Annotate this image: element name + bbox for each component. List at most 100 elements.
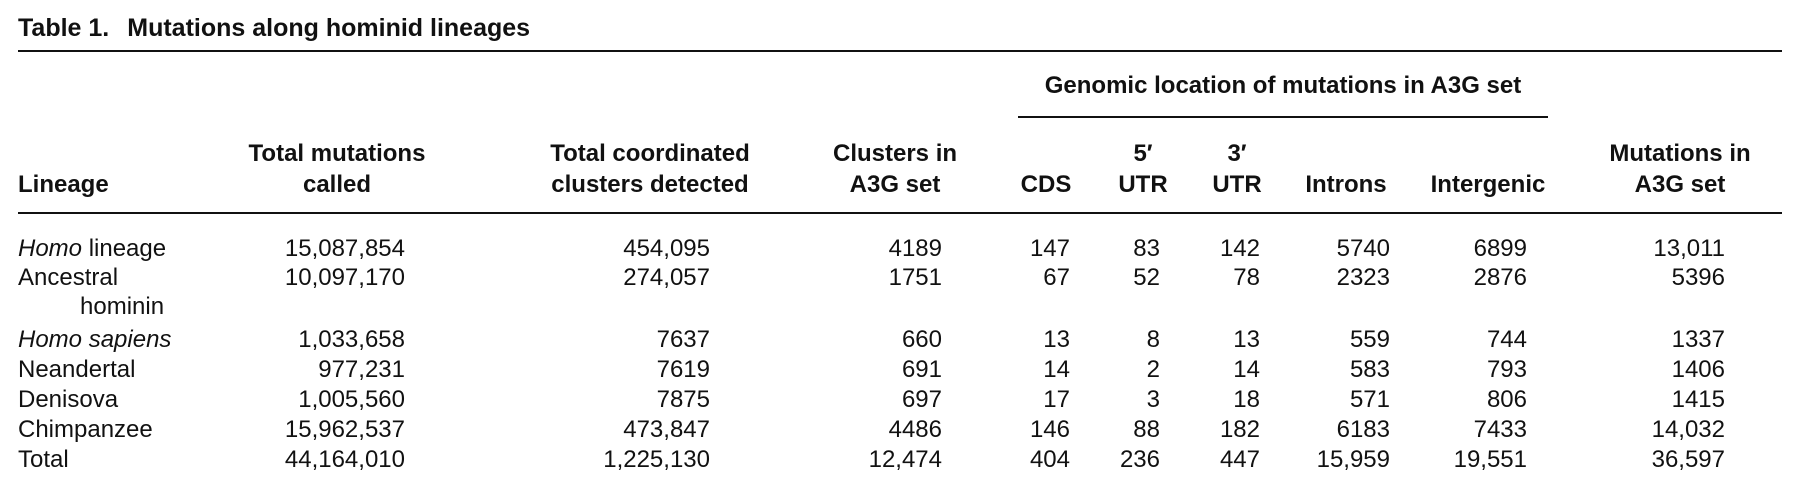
lineage-text: Chimpanzee: [18, 416, 153, 443]
table-row: Chimpanzee 15,962,537 473,847 4486 146 8…: [0, 415, 1800, 444]
header-clusters-a3g: Clusters in A3G set: [815, 138, 975, 200]
lineage-text: Ancestral: [18, 264, 119, 291]
table-number: Table 1.: [18, 14, 110, 42]
cell-clusters-a3g: 12,474: [868, 446, 942, 473]
cell-intergenic: 7433: [1473, 416, 1527, 443]
cell-total-clusters: 473,847: [623, 416, 710, 443]
header-3utr: 3′ UTR: [1202, 138, 1272, 200]
table-row: Ancestral hominin 10,097,170 274,057 1751…: [0, 263, 1800, 321]
cell-mutations-a3g: 1406: [1671, 356, 1725, 383]
cell-mutations-a3g: 13,011: [1653, 235, 1725, 262]
cell-intergenic: 793: [1486, 356, 1527, 383]
header-total-clusters-line1: Total coordinated: [550, 140, 750, 167]
cell-cds: 17: [1043, 386, 1070, 413]
cell-cds: 404: [1029, 446, 1070, 473]
span-header-rule: [1018, 116, 1548, 118]
cell-clusters-a3g: 691: [901, 356, 942, 383]
cell-total-mutations: 977,231: [318, 356, 405, 383]
table-row: Homo lineage 15,087,854 454,095 4189 147…: [0, 234, 1800, 263]
cell-mutations-a3g: 5396: [1671, 264, 1725, 291]
cell-introns: 559: [1349, 326, 1390, 353]
row-lineage: Neandertal: [18, 355, 135, 384]
cell-intergenic: 2876: [1473, 264, 1527, 291]
cell-cds: 147: [1029, 235, 1070, 262]
cell-3utr: 14: [1233, 356, 1260, 383]
header-mutations-a3g-line1: Mutations in: [1609, 140, 1751, 167]
cell-clusters-a3g: 4486: [888, 416, 942, 443]
cell-5utr: 83: [1133, 235, 1160, 262]
header-rule: [18, 212, 1782, 214]
header-mutations-a3g-line2: A3G set: [1634, 171, 1726, 198]
cell-intergenic: 744: [1486, 326, 1527, 353]
cell-intergenic: 6899: [1473, 235, 1527, 262]
cell-total-clusters: 274,057: [623, 264, 710, 291]
cell-total-clusters: 454,095: [623, 235, 710, 262]
cell-clusters-a3g: 1751: [888, 264, 942, 291]
cell-intergenic: 19,551: [1453, 446, 1527, 473]
row-lineage: Homo lineage: [18, 234, 166, 263]
cell-5utr: 52: [1133, 264, 1160, 291]
lineage-text: Total: [18, 446, 69, 473]
header-3utr-line2: UTR: [1212, 171, 1262, 198]
header-total-clusters-line2: clusters detected: [551, 171, 749, 198]
cell-5utr: 88: [1133, 416, 1160, 443]
lineage-italic: Homo: [18, 235, 83, 262]
table-caption: Table 1. Mutations along hominid lineages: [18, 14, 530, 43]
header-5utr: 5′ UTR: [1108, 138, 1178, 200]
cell-total-clusters: 7875: [656, 386, 710, 413]
cell-intergenic: 806: [1486, 386, 1527, 413]
cell-clusters-a3g: 660: [901, 326, 942, 353]
top-rule: [18, 50, 1782, 52]
lineage-text: Denisova: [18, 386, 119, 413]
cell-5utr: 236: [1119, 446, 1160, 473]
header-cds: CDS: [1020, 171, 1072, 198]
cell-5utr: 2: [1146, 356, 1160, 383]
cell-cds: 14: [1043, 356, 1070, 383]
cell-total-mutations: 1,033,658: [298, 326, 405, 353]
cell-3utr: 447: [1219, 446, 1260, 473]
cell-mutations-a3g: 14,032: [1651, 416, 1725, 443]
row-lineage: Ancestral hominin: [18, 263, 164, 321]
header-5utr-line1: 5′: [1133, 140, 1153, 167]
header-introns: Introns: [1305, 171, 1387, 198]
lineage-text-continued: hominin: [80, 293, 165, 320]
row-lineage: Homo sapiens: [18, 325, 171, 354]
header-total-mutations-line1: Total mutations: [248, 140, 426, 167]
table-title: Mutations along hominid lineages: [127, 14, 531, 42]
cell-total-clusters: 7637: [656, 326, 710, 353]
row-lineage: Denisova: [18, 385, 118, 414]
header-mutations-a3g: Mutations in A3G set: [1580, 138, 1780, 200]
cell-introns: 15,959: [1316, 446, 1390, 473]
cell-total-mutations: 10,097,170: [284, 264, 405, 291]
cell-mutations-a3g: 1415: [1671, 386, 1725, 413]
header-total-mutations: Total mutations called: [212, 138, 462, 200]
cell-3utr: 142: [1219, 235, 1260, 262]
table-row: Denisova 1,005,560 7875 697 17 3 18 571 …: [0, 385, 1800, 414]
cell-introns: 5740: [1336, 235, 1390, 262]
cell-introns: 2323: [1336, 264, 1390, 291]
cell-cds: 146: [1029, 416, 1070, 443]
cell-mutations-a3g: 1337: [1671, 326, 1725, 353]
cell-cds: 67: [1043, 264, 1070, 291]
table-row-total: Total 44,164,010 1,225,130 12,474 404 23…: [0, 445, 1800, 474]
header-lineage: Lineage: [18, 171, 109, 198]
header-intergenic: Intergenic: [1430, 171, 1546, 198]
cell-5utr: 3: [1146, 386, 1160, 413]
cell-5utr: 8: [1146, 326, 1160, 353]
row-lineage: Total: [18, 445, 69, 474]
lineage-italic: Homo sapiens: [18, 326, 172, 353]
table-row: Neandertal 977,231 7619 691 14 2 14 583 …: [0, 355, 1800, 384]
cell-clusters-a3g: 4189: [888, 235, 942, 262]
lineage-text: Neandertal: [18, 356, 136, 383]
row-lineage: Chimpanzee: [18, 415, 153, 444]
cell-total-clusters: 1,225,130: [603, 446, 710, 473]
cell-3utr: 78: [1233, 264, 1260, 291]
cell-3utr: 18: [1233, 386, 1260, 413]
cell-total-clusters: 7619: [656, 356, 710, 383]
lineage-text: lineage: [82, 235, 167, 262]
genomic-location-span-header: Genomic location of mutations in A3G set: [1044, 72, 1522, 99]
cell-introns: 6183: [1336, 416, 1390, 443]
cell-total-mutations: 1,005,560: [298, 386, 405, 413]
cell-clusters-a3g: 697: [901, 386, 942, 413]
cell-introns: 571: [1349, 386, 1390, 413]
